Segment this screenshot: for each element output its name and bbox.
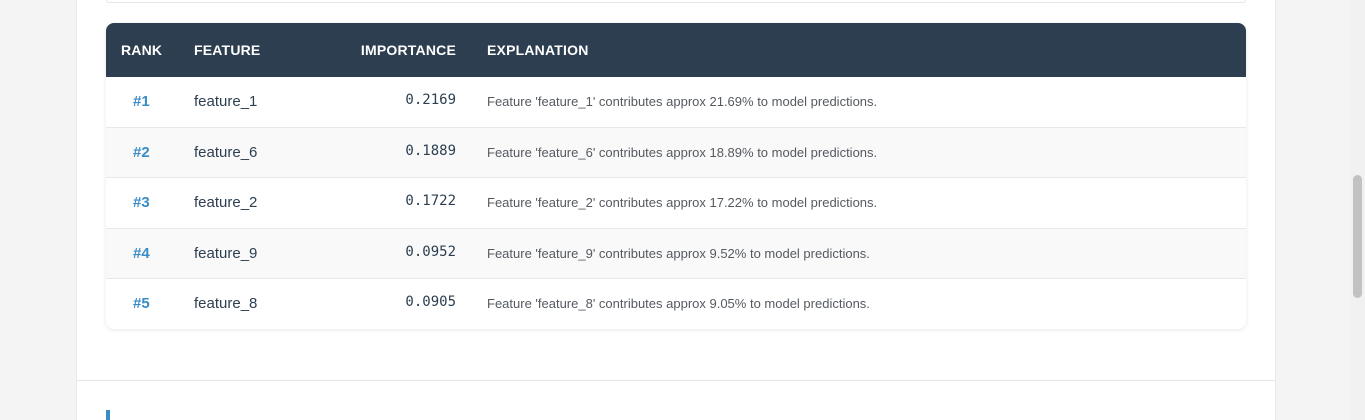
previous-card-edge xyxy=(106,0,1246,3)
page-scrollbar[interactable] xyxy=(1350,0,1365,420)
table-header: RANK FEATURE IMPORTANCE EXPLANATION xyxy=(106,23,1246,77)
explanation-cell: Feature 'feature_2' contributes approx 1… xyxy=(487,195,878,210)
explanation-cell: Feature 'feature_9' contributes approx 9… xyxy=(487,245,870,261)
feature-cell: feature_9 xyxy=(194,244,258,262)
rank-cell: #5 xyxy=(133,295,150,312)
section-divider xyxy=(76,380,1276,381)
feature-cell: feature_2 xyxy=(194,194,258,211)
explanation-cell: Feature 'feature_8' contributes approx 9… xyxy=(487,296,870,311)
importance-cell: 0.1889 xyxy=(405,142,456,159)
explanation-cell: Feature 'feature_6' contributes approx 1… xyxy=(487,144,878,160)
table-body: #1 feature_1 0.2169 Feature 'feature_1' … xyxy=(106,77,1246,329)
explanation-cell: Feature 'feature_1' contributes approx 2… xyxy=(487,94,878,109)
header-feature: FEATURE xyxy=(194,42,261,58)
table-row: #3 feature_2 0.1722 Feature 'feature_2' … xyxy=(106,178,1246,229)
importance-cell: 0.2169 xyxy=(405,92,456,108)
scrollbar-thumb[interactable] xyxy=(1353,175,1362,298)
table-row: #4 feature_9 0.0952 Feature 'feature_9' … xyxy=(106,228,1246,279)
header-explanation: EXPLANATION xyxy=(487,42,589,58)
rank-cell: #4 xyxy=(133,244,150,262)
header-importance: IMPORTANCE xyxy=(360,42,456,58)
importance-cell: 0.1722 xyxy=(405,193,456,209)
feature-cell: feature_6 xyxy=(194,143,258,161)
rank-cell: #1 xyxy=(133,93,150,110)
header-rank: RANK xyxy=(121,42,163,58)
importance-cell: 0.0905 xyxy=(405,294,456,310)
importance-cell: 0.0952 xyxy=(405,243,456,260)
rank-cell: #2 xyxy=(133,143,150,161)
table-row: #1 feature_1 0.2169 Feature 'feature_1' … xyxy=(106,77,1246,128)
next-section-accent-bar xyxy=(106,410,110,420)
table-row: #5 feature_8 0.0905 Feature 'feature_8' … xyxy=(106,279,1246,329)
feature-importance-table: RANK FEATURE IMPORTANCE EXPLANATION #1 f… xyxy=(106,23,1246,329)
rank-cell: #3 xyxy=(133,194,150,211)
feature-cell: feature_1 xyxy=(194,93,258,110)
feature-cell: feature_8 xyxy=(194,295,258,312)
table-row: #2 feature_6 0.1889 Feature 'feature_6' … xyxy=(106,127,1246,178)
